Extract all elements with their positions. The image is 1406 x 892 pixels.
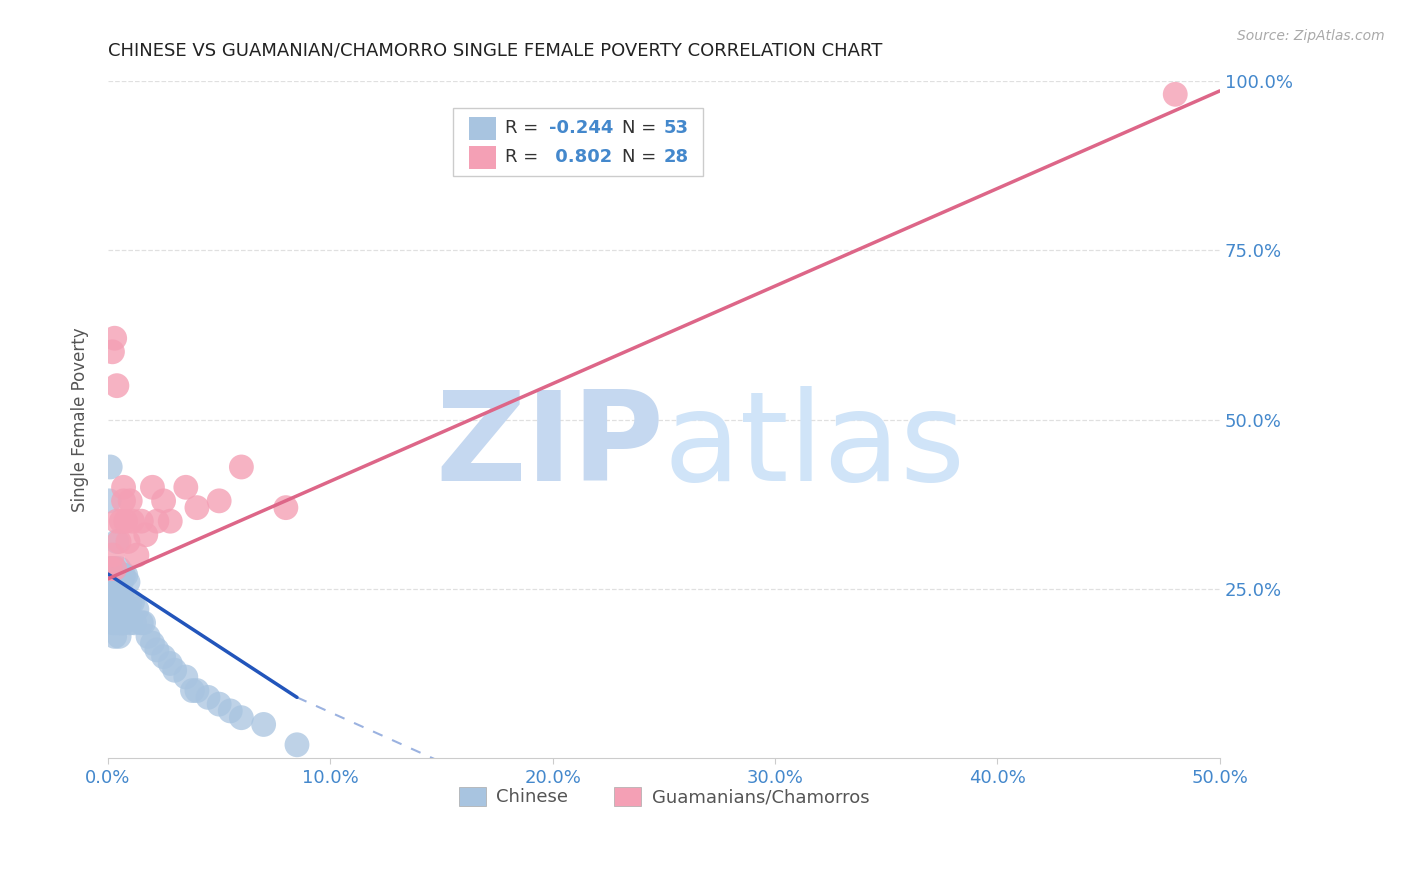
Point <box>104 331 127 345</box>
Point <box>104 561 127 575</box>
Point <box>108 602 131 616</box>
Text: N =: N = <box>621 148 662 166</box>
Point <box>141 480 163 494</box>
FancyBboxPatch shape <box>453 108 703 176</box>
Point <box>197 690 219 705</box>
Point <box>101 561 124 575</box>
Point <box>110 514 132 528</box>
Point <box>121 514 143 528</box>
Text: N =: N = <box>621 120 662 137</box>
Point <box>219 704 242 718</box>
Point <box>159 657 181 671</box>
Point <box>112 568 135 582</box>
Text: ZIP: ZIP <box>434 386 664 508</box>
Point <box>98 561 121 575</box>
Point <box>105 378 128 392</box>
Point <box>108 561 131 575</box>
Point <box>146 514 169 528</box>
Point <box>105 589 128 603</box>
Point <box>105 615 128 630</box>
Point <box>174 480 197 494</box>
Point <box>274 500 297 515</box>
Text: Source: ZipAtlas.com: Source: ZipAtlas.com <box>1237 29 1385 43</box>
Point <box>152 649 174 664</box>
Point <box>112 595 135 609</box>
Point <box>114 514 136 528</box>
Point <box>104 582 127 596</box>
Point <box>104 615 127 630</box>
Text: atlas: atlas <box>664 386 966 508</box>
Point <box>98 460 121 475</box>
Point <box>181 683 204 698</box>
Point <box>121 595 143 609</box>
Legend: Chinese, Guamanians/Chamorros: Chinese, Guamanians/Chamorros <box>451 780 876 814</box>
Point <box>104 602 127 616</box>
Text: R =: R = <box>505 148 544 166</box>
Point <box>105 568 128 582</box>
Text: 53: 53 <box>664 120 689 137</box>
Point <box>132 615 155 630</box>
Point <box>125 602 148 616</box>
Point <box>112 615 135 630</box>
Bar <box>470 145 496 169</box>
Point <box>101 548 124 562</box>
Point <box>253 717 276 731</box>
Point <box>124 615 146 630</box>
Point <box>108 534 131 549</box>
Point <box>174 670 197 684</box>
Point <box>108 575 131 590</box>
Point <box>117 575 139 590</box>
Point <box>114 602 136 616</box>
Point <box>120 615 142 630</box>
Text: 0.802: 0.802 <box>550 148 613 166</box>
Point <box>120 595 142 609</box>
Text: R =: R = <box>505 120 544 137</box>
Point <box>231 711 253 725</box>
Point <box>108 615 131 630</box>
Point <box>101 582 124 596</box>
Text: -0.244: -0.244 <box>550 120 614 137</box>
Point <box>125 548 148 562</box>
Point <box>285 738 308 752</box>
Point <box>163 663 186 677</box>
Point <box>108 629 131 643</box>
Point <box>135 527 157 541</box>
Point <box>186 500 208 515</box>
Point <box>152 494 174 508</box>
Point <box>131 615 153 630</box>
Point <box>131 514 153 528</box>
Point <box>208 494 231 508</box>
Point <box>110 589 132 603</box>
Point <box>186 683 208 698</box>
Point <box>208 697 231 711</box>
Point <box>101 615 124 630</box>
Point <box>114 568 136 582</box>
Point <box>101 602 124 616</box>
Point <box>98 494 121 508</box>
Point <box>117 534 139 549</box>
Y-axis label: Single Female Poverty: Single Female Poverty <box>72 327 89 512</box>
Point <box>104 561 127 575</box>
Point <box>112 480 135 494</box>
Point <box>159 514 181 528</box>
Point <box>101 344 124 359</box>
Point <box>117 602 139 616</box>
Point <box>136 629 159 643</box>
Point <box>231 460 253 475</box>
Point <box>105 514 128 528</box>
Point <box>98 561 121 575</box>
Text: CHINESE VS GUAMANIAN/CHAMORRO SINGLE FEMALE POVERTY CORRELATION CHART: CHINESE VS GUAMANIAN/CHAMORRO SINGLE FEM… <box>108 42 883 60</box>
Point <box>146 643 169 657</box>
Point <box>120 494 142 508</box>
Text: 28: 28 <box>664 148 689 166</box>
Point <box>110 575 132 590</box>
Point <box>112 494 135 508</box>
Bar <box>470 117 496 140</box>
Point <box>105 534 128 549</box>
Point <box>104 629 127 643</box>
Point <box>110 615 132 630</box>
Point <box>1164 87 1187 102</box>
Point <box>141 636 163 650</box>
